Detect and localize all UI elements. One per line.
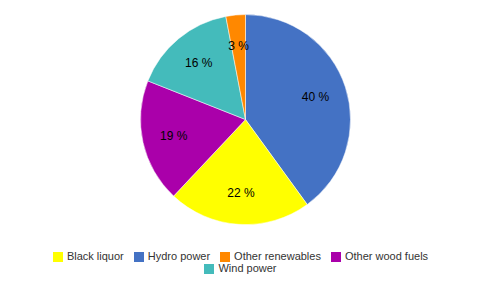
html-text:Wind power: Wind power: [218, 261, 277, 274]
html-text:Other wood fuels: Other wood fuels: [344, 249, 429, 262]
svg-text:19 %: 19 %: [160, 129, 188, 143]
svg-text:16 %: 16 %: [185, 56, 213, 70]
svg-text:40 %: 40 %: [302, 90, 330, 104]
html-text:Black liquor: Black liquor: [66, 249, 124, 262]
svg-text:22 %: 22 %: [227, 186, 255, 200]
html-text:Hydro power: Hydro power: [147, 249, 211, 262]
svg-text:3 %: 3 %: [228, 39, 249, 53]
html-text:Other renewables: Other renewables: [234, 249, 321, 262]
